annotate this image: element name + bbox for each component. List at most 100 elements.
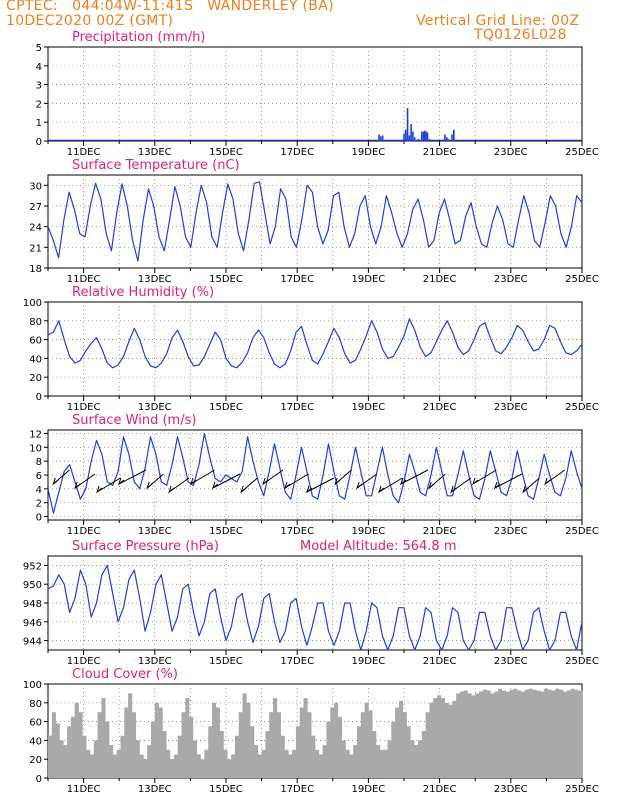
cloud-bar <box>269 712 274 778</box>
xtick-label: 25DEC <box>565 147 599 158</box>
cloud-bar <box>471 695 476 778</box>
cloud-bar <box>284 749 289 778</box>
panel-4: Surface Pressure (hPa) Model Altitude: 56… <box>23 539 599 667</box>
ytick-label: 80 <box>29 699 42 710</box>
series-line <box>47 564 583 651</box>
cloud-bar <box>353 745 358 778</box>
xtick-label: 19DEC <box>352 147 386 158</box>
cloud-bar <box>185 698 190 778</box>
cloud-bar <box>192 740 198 778</box>
xtick-label: 11DEC <box>67 656 101 667</box>
wind-arrow <box>378 477 403 493</box>
cloud-bar <box>482 689 487 778</box>
cloud-bar <box>524 689 529 778</box>
cloud-bar <box>280 735 285 778</box>
cloud-bar <box>154 702 159 778</box>
cloud-bar <box>456 693 461 778</box>
cloud-bar <box>337 716 342 778</box>
ytick-label: 60 <box>29 336 42 347</box>
xtick-label: 11DEC <box>67 402 101 413</box>
cloud-bar <box>387 740 392 778</box>
cloud-bar <box>326 721 331 778</box>
cloud-bar <box>189 716 194 778</box>
cloud-bar <box>234 735 240 778</box>
wind-arrow <box>306 477 335 493</box>
cloud-bar <box>551 690 556 778</box>
cloud-bar <box>93 740 98 778</box>
cloud-bar <box>97 712 102 778</box>
xtick-label: 23DEC <box>494 526 528 537</box>
cloud-bar <box>311 735 316 778</box>
cloud-bar <box>440 698 445 778</box>
cloud-bar <box>562 691 568 778</box>
ytick-label: 944 <box>23 637 42 648</box>
xtick-label: 15DEC <box>209 402 243 413</box>
wind-arrow <box>472 469 497 485</box>
cloud-bar <box>494 691 499 778</box>
wind-arrowhead <box>544 477 551 486</box>
xtick-label: 11DEC <box>67 274 101 285</box>
ytick-label: 950 <box>23 580 42 591</box>
cloud-bar <box>433 698 438 778</box>
cloud-bar <box>520 691 526 778</box>
ytick-label: 20 <box>29 755 42 766</box>
ytick-label: 18 <box>29 264 42 275</box>
precip-bar <box>380 136 382 141</box>
cloud-bar <box>395 707 400 778</box>
xtick-label: 21DEC <box>423 274 457 285</box>
ytick-label: 0 <box>36 137 42 148</box>
precip-bar <box>413 137 416 141</box>
panel-annotation: Model Altitude: 564.8 m <box>300 539 457 554</box>
cloud-bar <box>82 735 87 778</box>
wind-arrow <box>400 469 429 485</box>
wind-arrowhead <box>305 485 313 494</box>
wind-arrow <box>190 469 215 485</box>
cloud-bar <box>303 698 308 778</box>
cloud-bar <box>48 735 53 778</box>
precip-bar <box>403 133 405 141</box>
wind-arrowhead <box>356 481 363 490</box>
precip-bar <box>445 137 448 141</box>
cloud-bar <box>444 702 449 778</box>
precip-bar <box>425 131 427 141</box>
ytick-label: 100 <box>23 680 42 691</box>
cloud-bar <box>322 745 327 778</box>
panel-title: Precipitation (mm/h) <box>72 30 205 45</box>
ytick-label: 80 <box>29 317 42 328</box>
wind-arrowhead <box>522 485 529 494</box>
cloud-bar <box>250 726 255 778</box>
xtick-label: 13DEC <box>138 656 172 667</box>
cloud-bar <box>223 749 228 778</box>
xtick-label: 17DEC <box>280 656 314 667</box>
cloud-bar <box>59 740 64 778</box>
cloud-bar <box>536 690 541 778</box>
cloud-bar <box>139 754 144 778</box>
cloud-bar <box>368 710 373 778</box>
wind-arrowhead <box>96 485 103 494</box>
panel-frame <box>47 46 583 142</box>
wind-arrowhead <box>262 477 269 486</box>
cloud-bar <box>86 749 91 778</box>
wind-arrowhead <box>240 485 247 494</box>
xtick-label: 23DEC <box>494 274 528 285</box>
cloud-bar <box>265 731 270 778</box>
precip-bar <box>444 134 446 141</box>
cloud-bar <box>253 745 259 778</box>
panel-0: Precipitation (mm/h) 0 1 2 3 4 5 11DEC 13DEC 15DE… <box>36 30 599 158</box>
cloud-bar <box>196 754 201 778</box>
ytick-label: 6 <box>36 471 42 482</box>
xtick-label: 19DEC <box>352 656 386 667</box>
ytick-label: 1 <box>36 118 42 129</box>
ytick-label: 8 <box>36 457 42 468</box>
cloud-bar <box>70 716 75 778</box>
cloud-bar <box>421 731 426 778</box>
xtick-label: 25DEC <box>565 274 599 285</box>
xtick-label: 13DEC <box>138 784 172 795</box>
xtick-label: 13DEC <box>138 402 172 413</box>
xtick-label: 19DEC <box>352 784 386 795</box>
cloud-bar <box>307 712 312 778</box>
cloud-bar <box>528 688 533 778</box>
cloud-bar <box>170 759 175 778</box>
ytick-label: 0 <box>36 774 42 785</box>
cloud-bar <box>463 690 468 778</box>
